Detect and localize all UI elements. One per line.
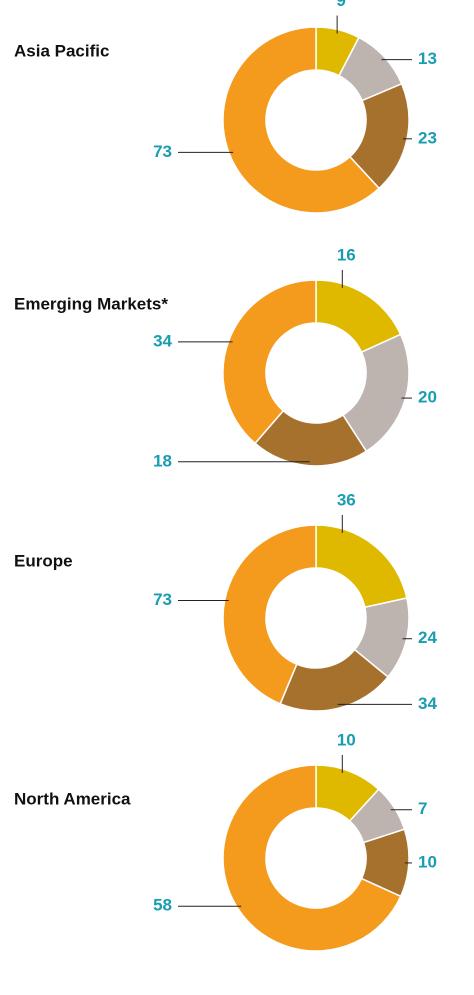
value-label: 13 <box>418 49 437 68</box>
value-label: 16 <box>337 245 356 264</box>
donut-segment <box>315 524 408 609</box>
value-label: 7 <box>418 799 427 818</box>
donut-segment <box>222 524 317 705</box>
value-label: 23 <box>418 128 437 147</box>
value-label: 73 <box>153 142 172 161</box>
value-label: 24 <box>418 628 437 647</box>
chart-title: North America <box>14 789 131 808</box>
value-label: 20 <box>418 388 437 407</box>
value-label: 9 <box>336 0 345 10</box>
donut-segment <box>222 279 317 445</box>
chart-title: Asia Pacific <box>14 41 109 60</box>
value-label: 34 <box>153 331 172 350</box>
chart-title: Europe <box>14 551 73 570</box>
value-label: 18 <box>153 451 172 470</box>
donut-segment <box>222 764 402 952</box>
value-label: 73 <box>153 590 172 609</box>
value-label: 36 <box>337 490 356 509</box>
value-label: 10 <box>337 730 356 749</box>
value-label: 10 <box>418 852 437 871</box>
chart-title: Emerging Markets* <box>14 294 168 313</box>
value-label: 58 <box>153 896 172 915</box>
donut-segment <box>222 26 381 214</box>
value-label: 34 <box>418 694 437 713</box>
